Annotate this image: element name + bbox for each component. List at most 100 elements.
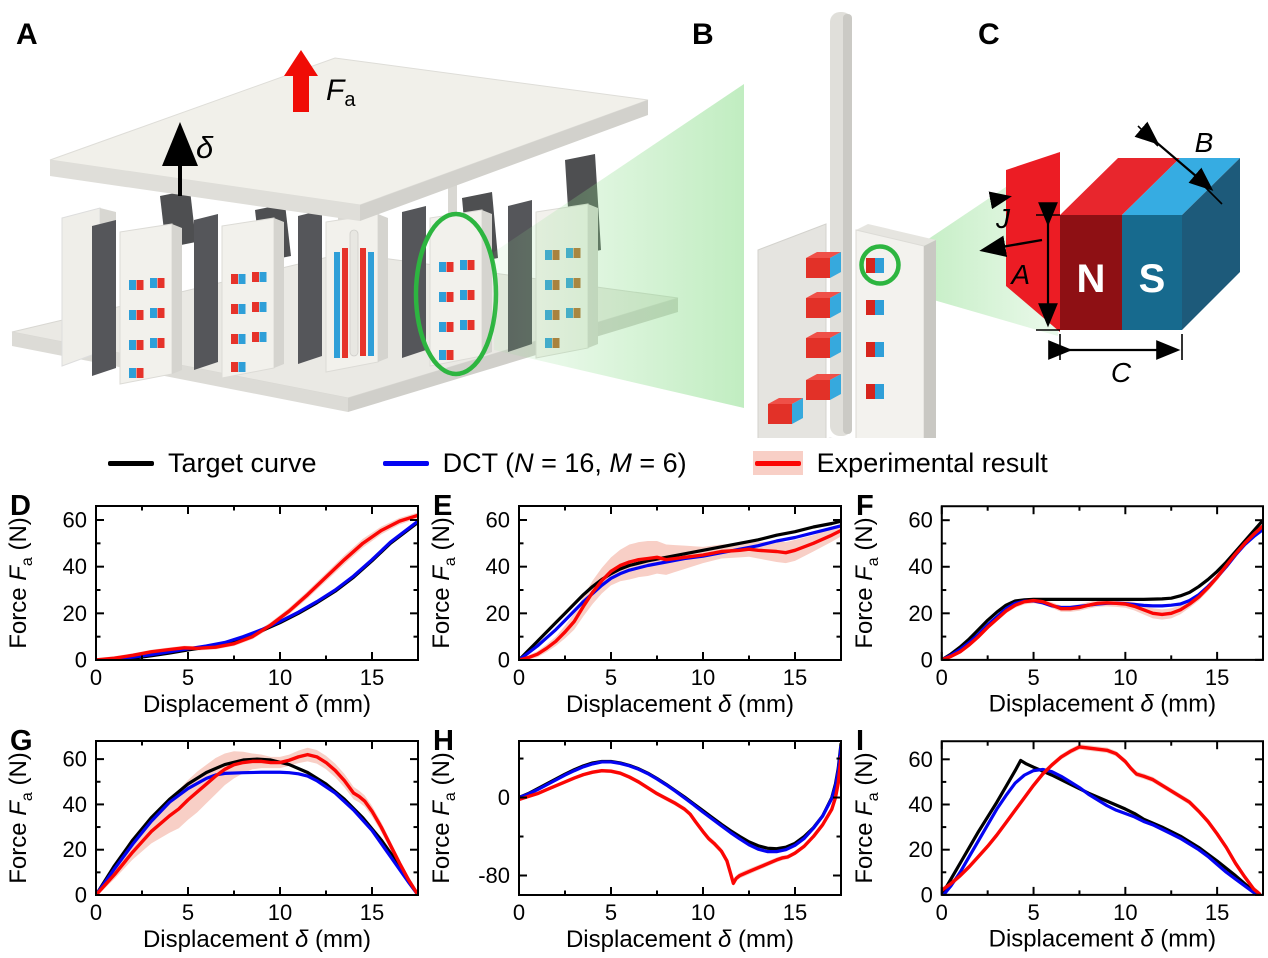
x-tick-label: 5	[182, 665, 194, 690]
dim-c-label: C	[1111, 357, 1132, 388]
y-tick-label: 0	[921, 647, 933, 672]
legend: Target curve DCT (N = 16, M = 6) Experim…	[0, 438, 1268, 488]
dct-curve	[96, 770, 418, 895]
green-highlight-circle	[859, 244, 901, 286]
slab-magnet-pairs	[866, 258, 884, 399]
magnet-array-unit-highlighted	[402, 206, 492, 367]
rod-magnet-cubes	[768, 252, 841, 424]
y-axis-label: Force Fa (N)	[5, 517, 36, 649]
y-tick-label: 20	[486, 601, 510, 626]
y-tick-label: 40	[63, 792, 87, 817]
x-tick-label: 0	[513, 665, 525, 690]
magnet-pairs	[231, 272, 267, 372]
chart-e: 0 5 10 15 0 20 40 60 Displacement δ (mm) Force Fa…	[428, 505, 842, 718]
top-plate-edge-right	[360, 100, 648, 221]
chart-cell-f: F 0 5 10 15 0 20 40 60 Displacement δ (mm) Force …	[846, 488, 1268, 723]
x-tick-label: 10	[268, 665, 292, 690]
dct-curve	[941, 527, 1264, 660]
chart-letter-i: I	[856, 725, 865, 757]
magnet-right-face	[1182, 158, 1240, 330]
x-tick-label: 15	[360, 665, 384, 690]
dim-b-label: B	[1195, 127, 1214, 158]
chart-d: 0 5 10 15 0 20 40 60 Displacement δ (mm) Force Fa…	[5, 505, 419, 718]
y-tick-label: 20	[908, 837, 932, 862]
experimental-band	[96, 747, 418, 895]
plot-box	[518, 505, 842, 661]
dim-b-arrow	[1134, 121, 1214, 191]
y-tick-label: 40	[908, 554, 932, 579]
target-curve	[519, 519, 841, 660]
panel-a-letter: A	[16, 18, 38, 51]
x-tick-label: 5	[1027, 900, 1039, 925]
target-curve	[96, 520, 418, 660]
y-axis-label: Force Fa (N)	[5, 752, 36, 884]
chart-letter-h: H	[433, 725, 454, 757]
unit-slab	[119, 223, 173, 385]
tall-magnet-red	[342, 248, 348, 358]
top-plate-edge-left	[50, 160, 360, 221]
x-tick-label: 15	[783, 900, 807, 925]
chart-cell-h: H 0 5 10 15 0 -80 Displacement δ (mm) Force Fa …	[423, 723, 846, 958]
y-tick-label: 0	[75, 648, 87, 673]
experimental-curve	[519, 528, 841, 660]
center-rod	[349, 229, 359, 357]
experimental-band	[96, 512, 418, 660]
s-pole-face	[1122, 215, 1182, 330]
legend-item-target: Target curve	[108, 448, 317, 479]
panel-c: C N S A C B	[978, 18, 1240, 388]
push-rod-shade	[843, 14, 852, 434]
y-axis-label: Force Fa (N)	[851, 517, 882, 648]
chart-f: 0 5 10 15 0 20 40 60 Displacement δ (mm) Force Fa…	[851, 505, 1265, 718]
y-tick-label: 20	[63, 837, 87, 862]
chart-letter-f: F	[856, 490, 874, 522]
guide-rod	[448, 182, 457, 216]
y-tick-label: 40	[63, 554, 87, 579]
legend-label-target: Target curve	[168, 447, 317, 478]
dct-curve	[941, 767, 1261, 895]
target-curve	[941, 758, 1261, 895]
plot-box	[95, 505, 419, 661]
legend-item-dct: DCT (N = 16, M = 6)	[382, 448, 687, 479]
unit-slab-side	[378, 214, 388, 362]
y-tick-label: 40	[486, 554, 510, 579]
plot-box	[518, 740, 842, 896]
zoom-beam-a-b	[494, 84, 744, 408]
chart-letter-e: E	[433, 490, 453, 522]
y-axis-label: Force Fa (N)	[428, 517, 459, 649]
chart-cell-g: G 0 5 10 15 0 20 40 60 Displacement δ (mm) Force …	[0, 723, 423, 958]
x-tick-label: 15	[1205, 665, 1229, 690]
x-tick-label: 0	[90, 900, 102, 925]
x-tick-label: 5	[605, 900, 617, 925]
experimental-band	[941, 523, 1264, 660]
dct-curve	[519, 524, 841, 660]
x-axis-label: Displacement δ (mm)	[566, 926, 794, 953]
chart-i: 0 5 10 15 0 20 40 60 Displacement δ (mm) Force Fa…	[851, 740, 1265, 953]
panel-a: A	[11, 18, 744, 412]
legend-label-experimental: Experimental result	[816, 447, 1048, 478]
y-axis-label: Force Fa (N)	[851, 752, 882, 883]
s-pole-label: S	[1139, 257, 1166, 301]
y-tick-label: 0	[75, 883, 87, 908]
x-tick-label: 15	[1205, 900, 1229, 925]
x-tick-label: 10	[691, 900, 715, 925]
x-axis-label: Displacement δ (mm)	[989, 926, 1216, 953]
x-tick-label: 5	[605, 665, 617, 690]
experimental-band-swatch	[752, 451, 803, 475]
unit-fin	[92, 220, 116, 376]
chart-cell-d: D 0 5 10 15 0 20 40 60 Displacement δ (mm) Force …	[0, 488, 423, 723]
magnet-array-unit	[194, 214, 284, 379]
front-slab-top	[856, 224, 936, 246]
y-tick-label: 0	[498, 785, 510, 810]
chart-letter-g: G	[10, 725, 33, 757]
j-vector-hat	[988, 191, 1012, 210]
plot-area	[96, 747, 418, 895]
plot-area	[96, 512, 418, 660]
dim-b-cap	[1201, 183, 1223, 205]
unit-slab	[429, 209, 483, 367]
plot-area	[519, 519, 841, 660]
target-curve	[96, 757, 418, 895]
x-axis-label: Displacement δ (mm)	[566, 691, 794, 718]
chart-cell-e: E 0 5 10 15 0 20 40 60 Displacement δ (mm) Force …	[423, 488, 846, 723]
n-pole-label: N	[1077, 257, 1106, 301]
